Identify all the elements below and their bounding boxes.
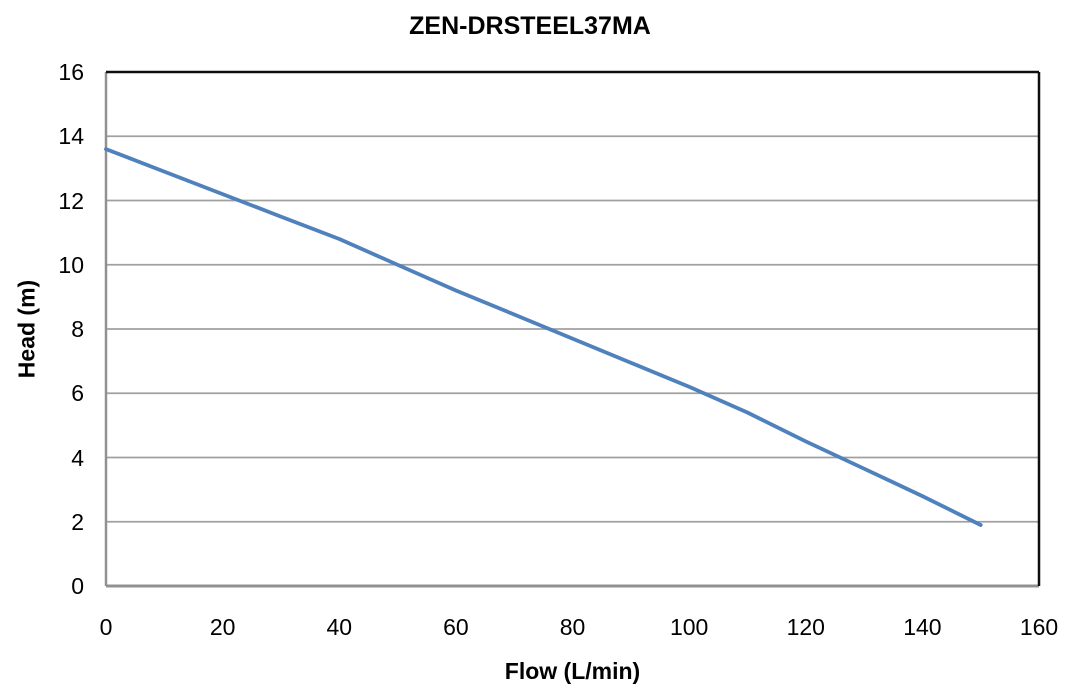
x-tick-label: 20	[209, 614, 236, 640]
x-tick-label: 140	[903, 614, 942, 640]
head-flow-curve	[104, 147, 983, 527]
x-tick-label: 0	[99, 614, 113, 640]
y-tick-label: 10	[58, 251, 84, 278]
x-tick-label: 160	[1019, 614, 1059, 640]
chart-title: ZEN-DRSTEEL37MA	[409, 12, 651, 40]
y-tick-label: 2	[71, 508, 84, 535]
y-tick-label: 6	[71, 380, 84, 407]
x-tick-label: 120	[786, 614, 825, 640]
y-tick-label: 0	[71, 573, 84, 599]
y-tick-label: 4	[71, 444, 84, 471]
y-tick-label: 16	[58, 59, 84, 85]
y-tick-label: 8	[71, 316, 84, 342]
x-tick-label: 40	[326, 614, 353, 640]
x-tick-label: 80	[559, 614, 586, 640]
x-tick-label: 100	[669, 614, 709, 640]
y-tick-label: 12	[58, 187, 84, 214]
x-axis-label: Flow (L/min)	[504, 658, 641, 684]
plot-area	[104, 70, 1041, 588]
plot-svg	[104, 70, 1041, 588]
y-tick-label: 14	[58, 123, 84, 150]
x-tick-label: 60	[443, 614, 469, 640]
